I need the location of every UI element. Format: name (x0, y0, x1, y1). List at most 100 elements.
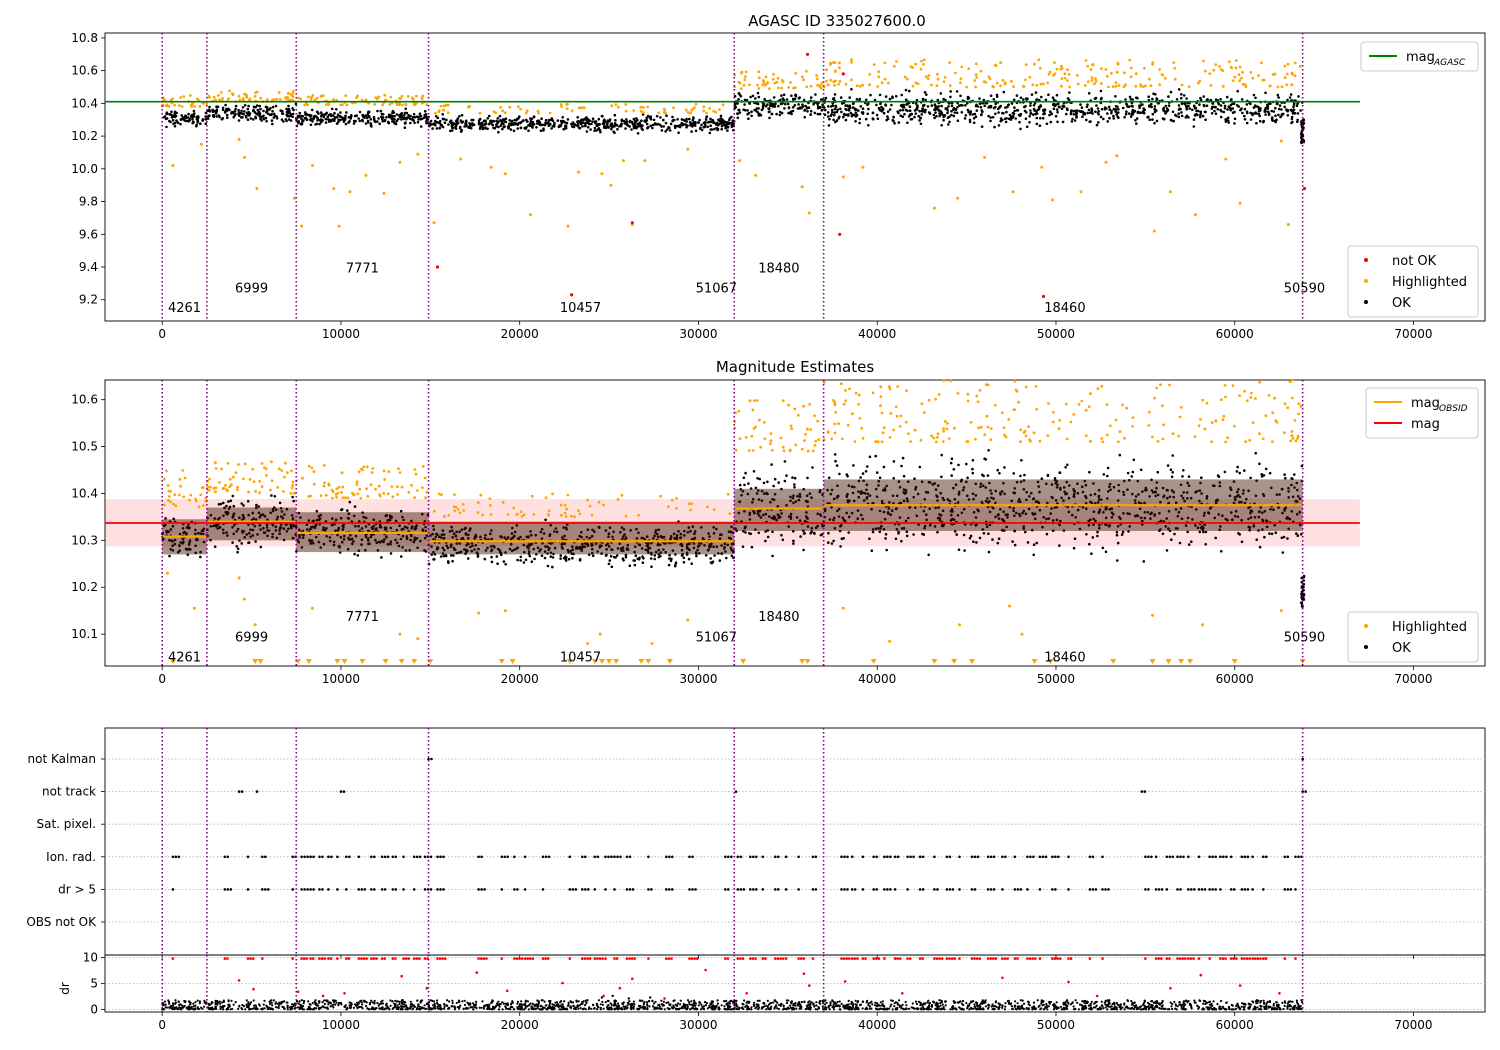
ok-point (325, 535, 329, 538)
highlighted-point (930, 83, 933, 87)
ok-point (208, 109, 212, 113)
ok-point (809, 532, 812, 535)
ok-point (1049, 120, 1053, 124)
ok-point (686, 531, 690, 534)
ok-point (966, 476, 969, 480)
ok-point (955, 111, 959, 115)
highlighted-point (162, 477, 166, 481)
obsid-label: 18480 (758, 262, 799, 277)
highlighted-point (817, 438, 821, 442)
ok-point (852, 102, 855, 105)
ok-point (561, 116, 564, 119)
ok-point (710, 128, 714, 131)
ok-point (392, 111, 396, 114)
ok-point (1050, 112, 1054, 116)
ok-point (214, 112, 218, 115)
ok-point (291, 112, 295, 116)
ok-point (1258, 462, 1261, 466)
highlighted-point (850, 58, 853, 62)
ok-point (1283, 473, 1286, 476)
highlighted-point (324, 103, 328, 107)
highlighted-outlier (1011, 190, 1015, 194)
ok-point (757, 531, 761, 535)
ok-point (824, 108, 827, 112)
highlighted-point (212, 95, 216, 99)
ok-point (263, 515, 267, 518)
highlighted-point (370, 471, 374, 474)
ok-point (1028, 115, 1031, 118)
highlighted-point (182, 95, 186, 98)
ok-point (866, 103, 869, 107)
ok-point (878, 93, 882, 97)
x-tick-label: 40000 (858, 327, 896, 341)
ok-point (502, 118, 506, 122)
ok-point (376, 109, 379, 113)
ok-point (646, 114, 650, 118)
highlighted-point (1283, 64, 1287, 68)
ok-point (393, 122, 396, 125)
ok-point (543, 550, 547, 553)
ok-point (249, 117, 253, 120)
ok-point (404, 549, 408, 552)
ok-point (1282, 535, 1286, 539)
highlighted-point (536, 109, 540, 113)
ok-point (782, 93, 786, 97)
highlighted-point (936, 77, 940, 81)
ok-point (348, 538, 351, 541)
ok-point (404, 107, 408, 111)
ok-point (884, 537, 887, 540)
highlighted-point (804, 433, 807, 436)
ok-point (1199, 112, 1203, 115)
ok-point (1202, 95, 1205, 98)
highlighted-point (766, 81, 770, 84)
ok-point (551, 565, 554, 569)
ok-point (699, 542, 703, 545)
ok-point (171, 549, 175, 552)
ok-point (904, 88, 908, 92)
ok-point (540, 117, 543, 120)
highlighted-point (686, 111, 690, 114)
highlighted-point (226, 489, 229, 493)
ok-point (258, 524, 262, 527)
ok-point (641, 124, 644, 127)
ok-point (452, 554, 455, 557)
highlighted-point (657, 111, 661, 115)
ok-point (584, 122, 587, 125)
ok-point (291, 517, 295, 520)
highlighted-point (832, 80, 836, 84)
ok-point (597, 127, 601, 130)
ok-point (1226, 116, 1230, 120)
ok-point (723, 546, 726, 549)
ok-point (916, 105, 919, 108)
ok-point (798, 96, 801, 99)
ok-point (914, 102, 918, 105)
ok-point (799, 106, 802, 109)
highlighted-point (446, 111, 450, 114)
ok-point (964, 114, 968, 117)
highlighted-point (802, 404, 805, 408)
ok-point (438, 126, 442, 130)
highlighted-point (516, 105, 520, 108)
ok-point (328, 539, 332, 543)
ok-point (1147, 95, 1150, 98)
ok-point (640, 547, 644, 550)
ok-point (531, 121, 535, 125)
ok-point (213, 545, 217, 548)
highlighted-point (365, 487, 368, 491)
highlighted-point (563, 511, 567, 515)
highlighted-point (319, 494, 323, 497)
ok-point (319, 546, 323, 549)
highlighted-point (287, 92, 291, 95)
ok-point (1292, 103, 1296, 106)
highlighted-point (1060, 77, 1064, 80)
ok-point (235, 530, 238, 533)
ok-point (683, 534, 686, 537)
highlighted-point (728, 512, 732, 515)
ok-point (621, 537, 624, 541)
ok-point (553, 123, 556, 126)
highlighted-point (850, 60, 853, 64)
highlighted-point (805, 69, 808, 73)
highlighted-point (1144, 84, 1147, 88)
ok-point (1099, 115, 1103, 119)
ok-point (591, 117, 595, 120)
